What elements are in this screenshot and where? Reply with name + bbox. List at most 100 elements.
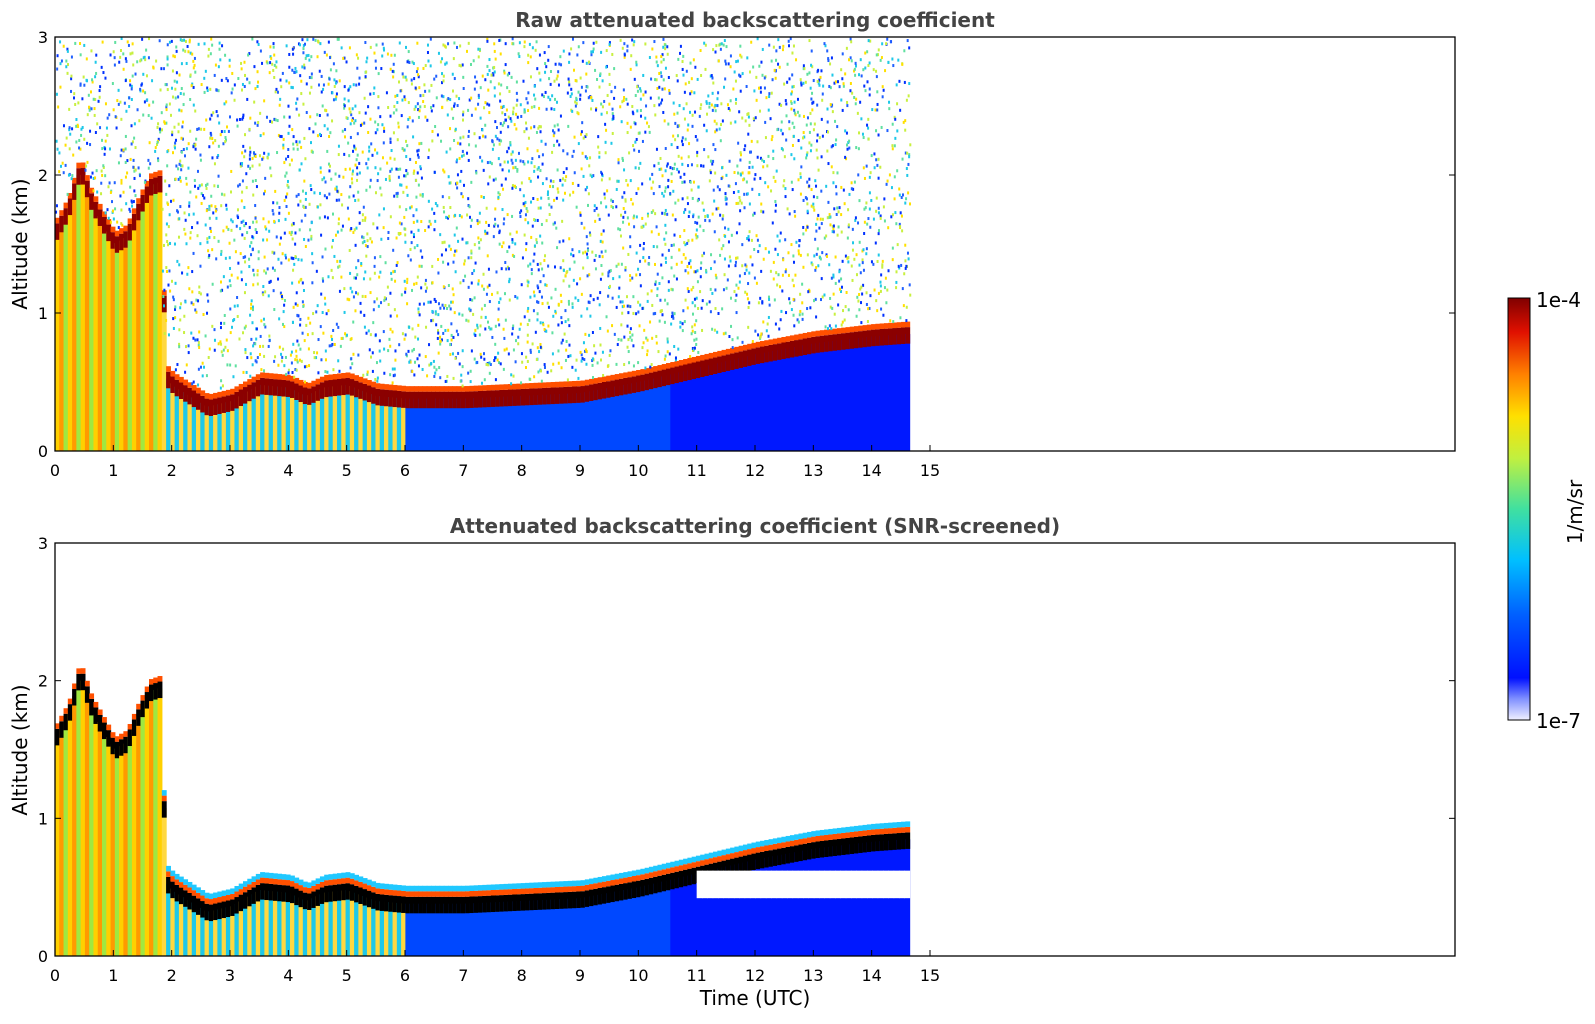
column-below-layer [200, 402, 206, 451]
noise-pixel [157, 157, 160, 161]
noise-pixel [585, 350, 588, 354]
noise-pixel [568, 83, 571, 87]
column-below-layer [747, 356, 753, 451]
noise-pixel [724, 192, 727, 196]
noise-pixel [677, 170, 680, 174]
noise-pixel [453, 77, 456, 81]
noise-pixel [901, 193, 904, 197]
layer-core [80, 168, 86, 185]
noise-pixel [686, 241, 689, 245]
noise-pixel [479, 352, 482, 356]
noise-pixel [648, 262, 651, 266]
noise-pixel [355, 226, 358, 230]
noise-pixel [746, 112, 749, 116]
noise-pixel [561, 219, 564, 223]
noise-pixel [612, 114, 615, 118]
noise-pixel [70, 177, 73, 181]
noise-pixel [465, 241, 468, 245]
column-below-layer [772, 351, 778, 451]
layer-core [388, 390, 394, 407]
noise-pixel [373, 300, 376, 304]
layer-edge [559, 381, 565, 388]
noise-pixel [675, 74, 678, 78]
noise-pixel [496, 358, 499, 362]
layer-core [619, 378, 624, 396]
noise-pixel [206, 240, 209, 244]
layer-core [255, 379, 261, 397]
column-below-layer [815, 343, 821, 451]
noise-pixel [793, 324, 796, 328]
layer-edge [379, 383, 385, 390]
noise-pixel [496, 291, 499, 295]
noise-pixel [349, 271, 352, 275]
noise-pixel [806, 209, 809, 213]
noise-pixel [208, 253, 211, 257]
noise-pixel [778, 327, 781, 331]
noise-pixel [95, 71, 98, 75]
noise-pixel [109, 191, 112, 195]
layer-core [349, 379, 355, 396]
noise-pixel [814, 268, 817, 272]
noise-pixel [242, 219, 245, 223]
noise-pixel [796, 97, 799, 101]
noise-pixel [420, 220, 423, 224]
noise-pixel [491, 72, 494, 76]
noise-pixel [295, 101, 298, 105]
noise-pixel [471, 271, 474, 275]
noise-pixel [486, 37, 489, 41]
noise-pixel [483, 303, 486, 307]
noise-pixel [308, 91, 311, 95]
noise-pixel [241, 233, 244, 237]
noise-pixel [378, 339, 381, 343]
noise-pixel [195, 195, 198, 199]
noise-pixel [295, 194, 298, 198]
noise-pixel [150, 116, 153, 120]
noise-pixel [241, 151, 244, 155]
noise-pixel [841, 77, 844, 81]
noise-pixel [588, 273, 591, 277]
noise-pixel [157, 137, 160, 141]
noise-pixel [448, 244, 451, 248]
noise-pixel [189, 236, 192, 240]
noise-pixel [262, 284, 265, 288]
noise-pixel [248, 244, 251, 248]
noise-pixel [776, 253, 779, 257]
noise-pixel [630, 338, 633, 342]
noise-pixel [241, 117, 244, 121]
noise-pixel [816, 156, 819, 160]
noise-pixel [653, 104, 656, 108]
noise-pixel [323, 124, 326, 128]
noise-pixel [439, 342, 442, 346]
noise-pixel [444, 304, 447, 308]
layer-edge [572, 380, 577, 387]
noise-pixel [436, 336, 439, 340]
noise-pixel [552, 179, 555, 183]
noise-pixel [245, 282, 248, 286]
noise-pixel [909, 143, 912, 147]
noise-pixel [352, 83, 355, 87]
noise-pixel [300, 92, 303, 96]
noise-pixel [412, 62, 415, 66]
noise-pixel [551, 94, 554, 98]
column-below-layer [435, 398, 441, 451]
noise-pixel [486, 72, 489, 76]
noise-pixel [666, 162, 669, 166]
column-below-layer [653, 378, 659, 451]
noise-pixel [734, 182, 737, 186]
noise-pixel [333, 78, 336, 82]
column-below-layer [281, 386, 287, 451]
noise-pixel [557, 128, 560, 132]
noise-pixel [211, 156, 214, 160]
layer-edge [687, 357, 693, 364]
noise-pixel [271, 209, 274, 213]
noise-pixel [174, 141, 177, 145]
noise-pixel [810, 49, 813, 53]
noise-pixel [773, 68, 776, 72]
noise-pixel [94, 60, 97, 64]
noise-pixel [261, 157, 264, 161]
noise-pixel [542, 323, 545, 327]
column-below-layer [422, 398, 428, 451]
noise-pixel [100, 65, 103, 69]
layer-edge [597, 377, 603, 383]
noise-pixel [161, 207, 164, 211]
